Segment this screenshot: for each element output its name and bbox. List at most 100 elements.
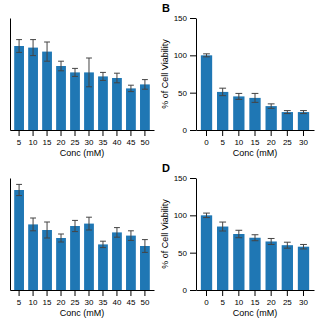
- error-bar-cap: [30, 230, 36, 231]
- error-bar-cap: [268, 238, 275, 239]
- x-axis: 051015202530: [197, 290, 315, 307]
- y-tick-label: 0: [183, 286, 188, 295]
- x-tick: 45: [126, 290, 135, 307]
- x-tick: 10: [234, 290, 243, 307]
- error-bar-cap: [252, 234, 259, 235]
- x-tick: 20: [57, 290, 66, 307]
- error-bar-cap: [86, 86, 92, 87]
- error-bar-stem: [116, 73, 117, 83]
- error-bar-cap: [100, 72, 106, 73]
- error-bar: [16, 184, 22, 195]
- error-bar: [100, 72, 106, 80]
- y-tick-mark: [190, 93, 196, 94]
- y-tick-label: 150: [174, 14, 188, 23]
- x-tick-mark: [19, 130, 20, 136]
- error-bar: [300, 244, 307, 248]
- x-tick-mark: [47, 130, 48, 136]
- x-tick-label: 0: [204, 138, 209, 147]
- x-tick-mark: [33, 290, 34, 296]
- x-tick-mark: [130, 290, 131, 296]
- error-bar-cap: [300, 244, 307, 245]
- y-tick-label: 150: [174, 174, 188, 183]
- y-axis-title: % of Cell Viability: [160, 199, 170, 269]
- x-tick-label: 20: [267, 298, 276, 307]
- error-bar-cap: [58, 70, 64, 71]
- error-bar-cap: [128, 85, 134, 86]
- bar: [28, 224, 38, 290]
- error-bar-cap: [114, 237, 120, 238]
- error-bar: [44, 42, 50, 61]
- y-axis-line: [10, 19, 11, 131]
- error-bar: [86, 58, 92, 87]
- x-tick-label: 5: [220, 298, 225, 307]
- x-tick: 5: [17, 130, 22, 147]
- error-bar-cap: [128, 240, 134, 241]
- x-tick-label: 0: [204, 298, 209, 307]
- error-bar: [114, 73, 120, 83]
- x-tick-label: 5: [17, 138, 22, 147]
- x-tick-label: 10: [29, 298, 38, 307]
- error-bar-cap: [219, 88, 226, 89]
- error-bar-cap: [235, 93, 242, 94]
- error-bar-cap: [219, 231, 226, 232]
- error-bar: [284, 111, 291, 114]
- x-tick-mark: [238, 130, 239, 136]
- error-bar-stem: [88, 58, 89, 87]
- panel: 5101520253035404550Conc (mM): [11, 19, 155, 159]
- error-bar: [30, 218, 36, 231]
- x-tick: 5: [220, 290, 225, 307]
- y-axis-line: [196, 19, 197, 131]
- error-bar-cap: [235, 230, 242, 231]
- error-bar-cap: [142, 89, 148, 90]
- error-bar: [235, 93, 242, 99]
- x-tick: 25: [71, 130, 80, 147]
- error-bar-stem: [61, 234, 62, 242]
- bar: [217, 92, 228, 130]
- error-bar-stem: [255, 93, 256, 102]
- error-bar-stem: [303, 244, 304, 248]
- error-bar-cap: [128, 230, 134, 231]
- error-bar-cap: [284, 248, 291, 249]
- error-bar-stem: [238, 230, 239, 237]
- plot-area: [201, 213, 309, 290]
- x-tick-mark: [144, 290, 145, 296]
- x-tick-mark: [144, 130, 145, 136]
- x-tick-mark: [255, 290, 256, 296]
- x-tick-mark: [88, 130, 89, 136]
- error-bar-cap: [72, 231, 78, 232]
- x-tick: 10: [29, 130, 38, 147]
- error-bar: [72, 68, 78, 76]
- error-bar: [128, 231, 134, 241]
- y-tick-label: 50: [178, 249, 187, 258]
- x-tick: 30: [299, 130, 308, 147]
- x-tick-label: 20: [267, 138, 276, 147]
- error-bar-stem: [19, 184, 20, 195]
- x-axis-title: Conc (mM): [60, 148, 105, 158]
- error-bar-cap: [16, 39, 22, 40]
- x-axis-line: [11, 290, 155, 291]
- bar: [98, 76, 108, 130]
- figure: 5101520253035404550Conc (mM)051015202530…: [0, 0, 320, 320]
- error-bar-stem: [75, 220, 76, 231]
- x-tick: 0: [204, 290, 209, 307]
- error-bar-cap: [284, 242, 291, 243]
- y-tick: 150: [174, 14, 196, 23]
- error-bar: [58, 61, 64, 71]
- x-tick-mark: [271, 130, 272, 136]
- error-bar-stem: [116, 228, 117, 238]
- bar: [217, 227, 228, 290]
- y-axis: [10, 19, 11, 131]
- error-bar: [114, 228, 120, 238]
- error-bar: [268, 238, 275, 244]
- bar: [28, 48, 38, 130]
- x-tick-mark: [255, 130, 256, 136]
- error-bar: [58, 234, 64, 242]
- error-bar-cap: [44, 61, 50, 62]
- x-axis: 051015202530: [197, 130, 315, 147]
- error-bar-stem: [47, 42, 48, 61]
- y-axis: 050100150: [174, 14, 197, 135]
- panel: 051015202530050100150Conc (mM)% of Cell …: [160, 162, 315, 318]
- y-tick: 100: [174, 51, 196, 60]
- bar: [98, 244, 108, 290]
- x-tick: 25: [283, 290, 292, 307]
